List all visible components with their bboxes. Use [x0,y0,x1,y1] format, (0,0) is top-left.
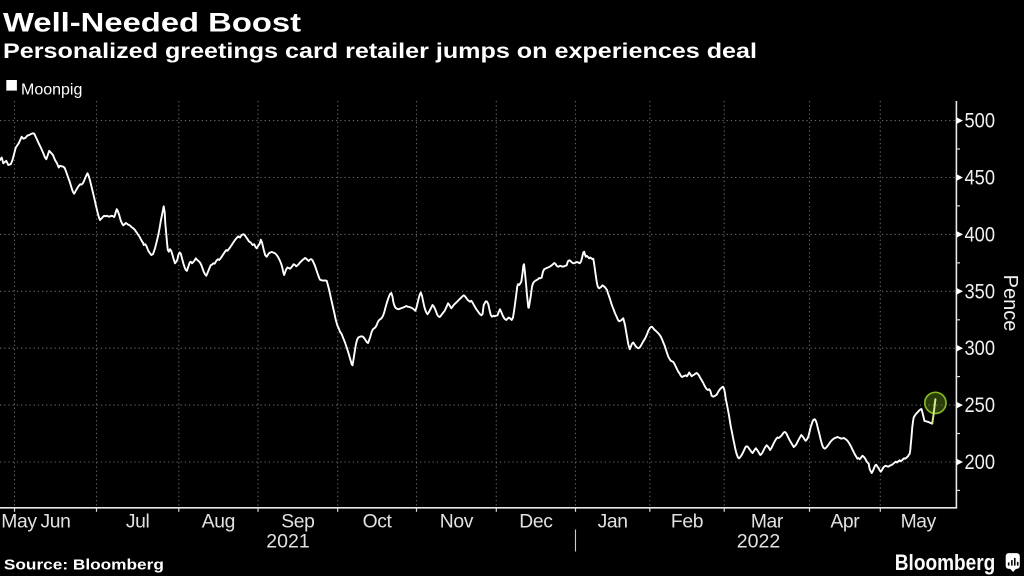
svg-text:Well-Needed Boost: Well-Needed Boost [3,8,301,38]
svg-text:Jun: Jun [40,512,70,533]
svg-text:300: 300 [965,336,996,360]
svg-text:Mar: Mar [751,512,784,533]
svg-text:Dec: Dec [519,512,553,533]
svg-text:350: 350 [965,279,996,303]
svg-text:May: May [1,512,37,533]
svg-text:Jan: Jan [598,512,628,533]
svg-text:Personalized greetings card re: Personalized greetings card retailer jum… [3,39,757,63]
svg-text:Bloomberg: Bloomberg [895,550,996,575]
svg-text:Apr: Apr [830,512,860,533]
svg-text:Source: Bloomberg: Source: Bloomberg [4,557,164,574]
svg-text:Nov: Nov [440,512,474,533]
svg-text:500: 500 [965,109,996,133]
svg-text:450: 450 [965,166,996,190]
svg-text:200: 200 [965,450,996,474]
svg-text:250: 250 [965,393,996,417]
svg-text:Sep: Sep [281,512,314,533]
svg-text:Pence: Pence [999,275,1021,332]
svg-text:2021: 2021 [266,531,309,553]
svg-text:Moonpig: Moonpig [21,82,82,99]
svg-text:2022: 2022 [737,531,780,553]
svg-text:Oct: Oct [363,512,393,533]
svg-text:400: 400 [965,222,996,246]
svg-text:Feb: Feb [671,512,703,533]
svg-text:Jul: Jul [126,512,150,533]
svg-text:May: May [901,512,937,533]
svg-text:Aug: Aug [202,512,235,533]
